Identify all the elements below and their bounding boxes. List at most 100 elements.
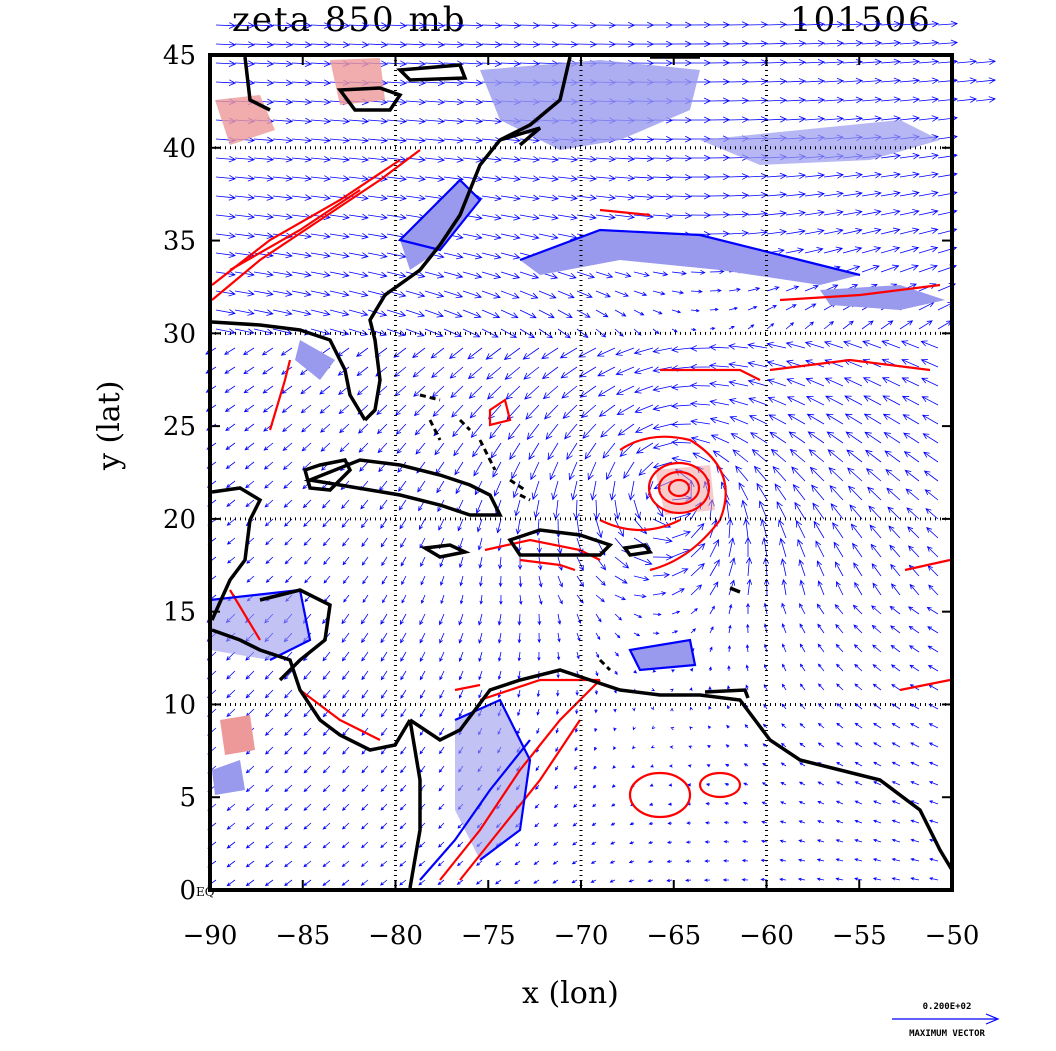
wind-vector [799, 579, 806, 596]
wind-vector [557, 22, 579, 29]
wind-vector [537, 613, 542, 626]
wind-vector [358, 423, 369, 434]
wind-vector [245, 499, 255, 508]
wind-vector [690, 97, 712, 105]
wind-vector [399, 879, 407, 886]
wind-vector [785, 285, 800, 292]
wind-vector [509, 442, 521, 460]
wind-vector [881, 377, 901, 387]
wind-vector [533, 499, 540, 519]
wind-vector [438, 765, 445, 773]
wind-vector [889, 544, 901, 558]
wind-vector [854, 877, 863, 881]
wind-vector [861, 246, 882, 254]
wind-vector [424, 156, 445, 163]
wind-vector [514, 499, 521, 517]
wind-vector [380, 632, 388, 644]
wind-vector [844, 413, 863, 425]
wind-vector [348, 156, 370, 163]
wind-vector [647, 859, 654, 864]
wind-vector [399, 803, 407, 811]
wind-vector [443, 309, 463, 318]
wind-vector [253, 41, 275, 48]
wind-vector [889, 605, 901, 615]
wind-vector [780, 801, 787, 805]
wind-vector [910, 877, 920, 881]
wind-vector [854, 722, 863, 729]
wind-vector [907, 526, 920, 539]
wind-vector [648, 840, 654, 845]
wind-vector [215, 289, 236, 297]
wind-vector [823, 190, 844, 198]
wind-vector [823, 96, 845, 104]
wind-vector [507, 423, 521, 440]
wind-vector [400, 765, 407, 774]
wind-vector [842, 77, 864, 85]
wind-vector [367, 156, 389, 163]
wind-vector [310, 156, 332, 163]
wind-vector [439, 651, 445, 663]
wind-vector [367, 194, 388, 202]
wind-vector [652, 271, 669, 277]
wind-vector [367, 22, 389, 29]
wind-vector [742, 820, 749, 825]
wind-vector [517, 613, 522, 626]
wind-vector [846, 449, 863, 463]
wind-vector [650, 706, 654, 711]
wind-vector [835, 877, 844, 881]
wind-vector [453, 442, 464, 457]
wind-vector [723, 840, 730, 844]
wind-vector [899, 171, 920, 179]
wind-vector [633, 174, 655, 182]
wind-vector [937, 320, 953, 330]
wind-vector [322, 537, 331, 547]
wind-vector [272, 213, 293, 220]
wind-vector [871, 624, 882, 634]
wind-vector [708, 344, 730, 351]
wind-vector [910, 781, 920, 786]
wind-vector [652, 461, 673, 470]
wind-vector [652, 423, 673, 431]
wind-vector [880, 246, 901, 254]
wind-vector [485, 347, 502, 360]
wind-vector [632, 745, 636, 750]
wind-vector [225, 423, 236, 432]
wind-vector [872, 683, 882, 691]
wind-vector [888, 525, 901, 539]
wind-vector [744, 743, 749, 748]
y-tick-label: 30 [163, 319, 196, 349]
wind-vector [816, 839, 825, 843]
wind-vector [709, 116, 731, 124]
wind-vector [430, 347, 445, 359]
wind-vector [927, 645, 939, 653]
wind-vector [873, 781, 882, 786]
wind-vector [291, 194, 312, 201]
wind-vector [417, 480, 426, 493]
wind-vector [744, 724, 749, 729]
wind-vector [341, 860, 350, 868]
wind-vector [399, 841, 407, 848]
wind-vector [224, 347, 236, 355]
wind-vector [405, 175, 426, 182]
wind-vector [419, 613, 426, 626]
wind-vector [226, 499, 236, 507]
wind-vector [813, 520, 825, 539]
wind-vector [500, 271, 521, 280]
wind-vector [652, 21, 674, 29]
wind-vector [535, 765, 540, 772]
wind-vector [310, 136, 332, 144]
wind-vector [493, 480, 502, 497]
wind-vector [301, 423, 312, 433]
wind-vector [785, 228, 806, 236]
wind-vector [234, 290, 255, 297]
wind-vector [861, 58, 883, 66]
wind-vector [519, 290, 539, 299]
wind-vector [574, 727, 579, 733]
wind-vector [937, 190, 958, 197]
wind-vector [671, 630, 679, 634]
wind-vector [272, 60, 294, 68]
wind-vector [861, 77, 883, 85]
wind-vector [689, 345, 711, 352]
wind-vector [519, 22, 541, 29]
wind-vector [462, 328, 481, 338]
